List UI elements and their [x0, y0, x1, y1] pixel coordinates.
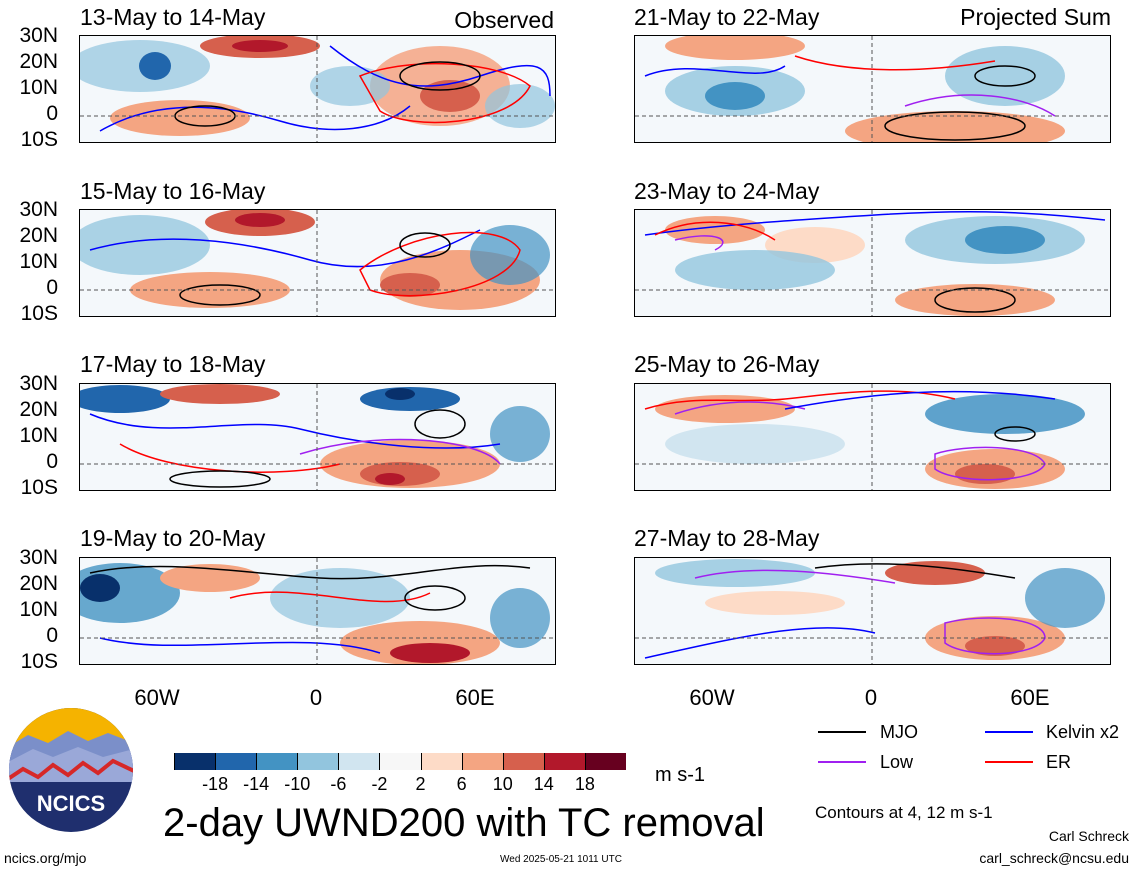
colorbar-tick-label: 10	[492, 774, 513, 794]
colorbar-swatch	[379, 753, 421, 770]
footer-email[interactable]: carl_schreck@ncsu.edu	[979, 850, 1129, 866]
colorbar-swatch	[174, 753, 216, 770]
projected-sum-label: Projected Sum	[960, 4, 1111, 30]
panel-title-5: 17-May to 18-May	[80, 351, 266, 377]
lat-label: 0	[46, 276, 58, 299]
map-panel-3	[79, 209, 556, 317]
footer-timestamp: Wed 2025-05-21 1011 UTC	[500, 854, 622, 865]
colorbar-tick-label: 14	[533, 774, 554, 794]
legend-kelvin-line	[985, 731, 1033, 733]
colorbar-swatch	[338, 753, 380, 770]
colorbar-tick-label: -6	[330, 774, 347, 794]
lon-label-right-0: 0	[864, 685, 878, 710]
colorbar-swatch	[543, 753, 585, 770]
lon-label-left-0: 0	[309, 685, 323, 710]
legend-er-line	[985, 761, 1033, 763]
legend-er-label: ER	[1046, 752, 1072, 772]
lat-label: 0	[46, 102, 58, 125]
map-panel-1	[79, 35, 556, 143]
lat-label: 20N	[19, 398, 58, 421]
lat-label: 0	[46, 450, 58, 473]
lon-label-left-60e: 60E	[455, 685, 495, 710]
lat-label: 10S	[20, 476, 58, 499]
panel-title-6: 25-May to 26-May	[634, 351, 820, 377]
lat-label: 10S	[20, 650, 58, 673]
colorbar-tick-label: -2	[371, 774, 388, 794]
colorbar-tick-label: 18	[574, 774, 595, 794]
map-panel-4	[634, 209, 1111, 317]
map-panel-6	[634, 383, 1111, 491]
map-panel-8	[634, 557, 1111, 665]
observed-label: Observed	[454, 7, 554, 33]
colorbar-swatch	[420, 753, 462, 770]
panel-title-2: 21-May to 22-May	[634, 4, 820, 30]
lat-label: 30N	[19, 546, 58, 569]
colorbar-tick-label: 6	[456, 774, 467, 794]
colorbar-tick-label: -10	[284, 774, 311, 794]
lat-label: 20N	[19, 224, 58, 247]
lat-label: 10N	[19, 598, 58, 621]
ncics-logo: NCICS	[8, 707, 134, 833]
legend-low-label: Low	[880, 752, 914, 772]
footer-author: Carl Schreck	[1048, 828, 1129, 844]
panel-title-8: 27-May to 28-May	[634, 525, 820, 551]
legend-low-line	[818, 761, 866, 763]
map-panel-7	[79, 557, 556, 665]
colorbar-swatch	[215, 753, 257, 770]
lat-label: 10N	[19, 424, 58, 447]
colorbar-tick-label: 2	[415, 774, 426, 794]
legend-mjo-line	[818, 731, 866, 733]
colorbar-swatch	[461, 753, 503, 770]
colorbar-tick-label: -18	[202, 774, 229, 794]
main-title: 2-day UWND200 with TC removal	[163, 801, 765, 845]
panel-title-4: 23-May to 24-May	[634, 178, 820, 204]
lon-label-left-60w: 60W	[134, 685, 180, 710]
colorbar-swatch	[502, 753, 544, 770]
colorbar-swatch	[584, 753, 626, 770]
footer-url[interactable]: ncics.org/mjo	[4, 850, 87, 866]
lat-label: 30N	[19, 24, 58, 47]
colorbar-units: m s-1	[655, 764, 705, 786]
map-panel-5	[79, 383, 556, 491]
lat-label: 10N	[19, 76, 58, 99]
ncics-logo-text: NCICS	[37, 791, 105, 816]
contours-note: Contours at 4, 12 m s-1	[815, 803, 993, 822]
panel-title-1: 13-May to 14-May	[80, 4, 266, 30]
panel-title-3: 15-May to 16-May	[80, 178, 266, 204]
lon-label-right-60e: 60E	[1010, 685, 1050, 710]
colorbar-swatch	[297, 753, 339, 770]
panel-title-7: 19-May to 20-May	[80, 525, 266, 551]
lat-label: 20N	[19, 572, 58, 595]
lat-label: 10N	[19, 250, 58, 273]
lat-label: 0	[46, 624, 58, 647]
map-panel-2	[634, 35, 1111, 143]
lat-label: 30N	[19, 372, 58, 395]
lat-label: 10S	[20, 128, 58, 151]
legend-kelvin-label: Kelvin x2	[1046, 722, 1120, 742]
lat-label: 30N	[19, 198, 58, 221]
colorbar-tick-label: -14	[243, 774, 270, 794]
colorbar-swatch	[256, 753, 298, 770]
lat-label: 20N	[19, 50, 58, 73]
legend-mjo-label: MJO	[880, 722, 918, 742]
lon-label-right-60w: 60W	[689, 685, 735, 710]
lat-label: 10S	[20, 302, 58, 325]
